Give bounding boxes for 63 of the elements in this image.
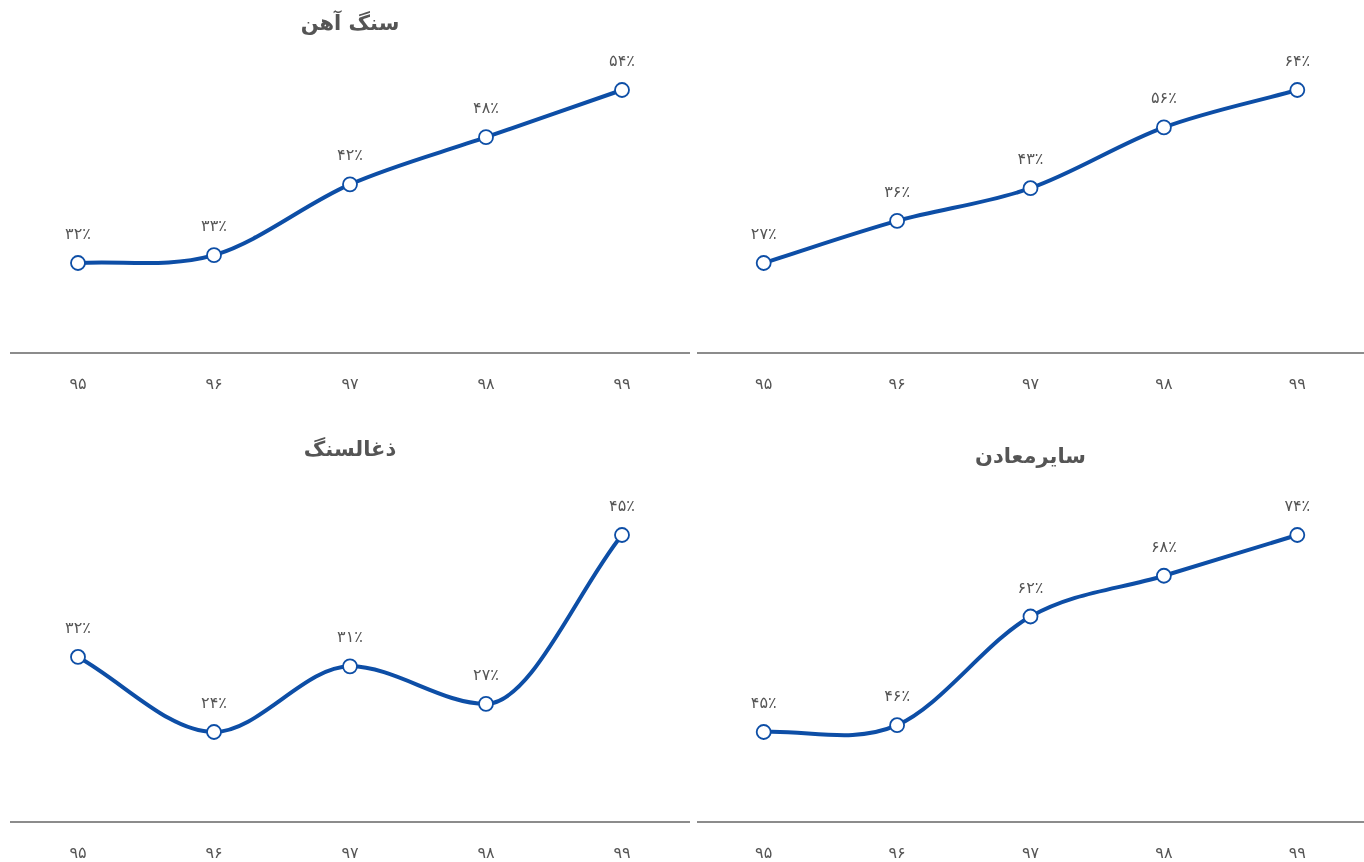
point — [889, 213, 905, 229]
data-label: ۲۴٪ — [201, 693, 227, 712]
data-label: ۴۵٪ — [609, 496, 635, 515]
x-tick-label: ۹۶ — [205, 374, 223, 393]
data-label: ۲۷٪ — [750, 224, 777, 243]
x-tick-label: ۹۶ — [888, 374, 906, 393]
x-tick-label: ۹۶ — [888, 843, 906, 862]
point — [889, 717, 905, 734]
point — [1289, 527, 1306, 543]
x-tick-label: ۹۵ — [69, 374, 87, 393]
point — [1289, 82, 1306, 98]
x-tick-label: ۹۹ — [1288, 843, 1306, 862]
data-label: ۶۲٪ — [1017, 577, 1044, 597]
x-tick-label: ۹۷ — [341, 374, 359, 393]
data-label: ۴۲٪ — [337, 145, 363, 165]
point — [1022, 180, 1039, 197]
data-label: ۳۲٪ — [65, 224, 91, 243]
data-label: ۶۸٪ — [1151, 536, 1177, 556]
x-tick-label: ۹۹ — [613, 374, 631, 393]
data-label: ۵۴٪ — [609, 51, 635, 70]
chart-title: سایرمعادن — [975, 444, 1086, 468]
data-label: ۳۳٪ — [201, 216, 227, 236]
chart-title: ذغالسنگ — [303, 436, 397, 461]
data-label: ۳۱٪ — [337, 627, 363, 647]
data-label: ۴۸٪ — [473, 98, 499, 118]
point — [478, 695, 494, 712]
x-tick-label: ۹۸ — [477, 843, 495, 862]
data-label: ۳۲٪ — [65, 617, 91, 637]
data-label: ۳۶٪ — [884, 181, 910, 201]
x-tick-label: ۹۵ — [69, 843, 87, 862]
point — [755, 724, 772, 740]
x-tick-label: ۹۷ — [341, 843, 359, 862]
point — [70, 649, 86, 665]
point — [206, 247, 222, 264]
x-tick-label: ۹۷ — [1021, 843, 1040, 862]
x-tick-label: ۹۸ — [1155, 843, 1173, 862]
x-tick-label: ۹۵ — [755, 843, 773, 862]
data-label: ۶۴٪ — [1284, 51, 1311, 70]
point — [70, 255, 86, 271]
point — [342, 658, 358, 675]
data-label: ۴۵٪ — [750, 693, 777, 712]
data-label: ۵۶٪ — [1151, 88, 1177, 108]
point — [342, 176, 358, 193]
data-label: ۷۴٪ — [1284, 496, 1311, 515]
x-tick-label: ۹۸ — [1155, 374, 1173, 393]
point — [1156, 119, 1172, 136]
point — [614, 82, 630, 98]
point — [614, 527, 630, 543]
point — [1022, 608, 1039, 625]
x-tick-label: ۹۹ — [613, 843, 631, 862]
data-label: ۴۶٪ — [884, 686, 910, 706]
x-tick-label: ۹۸ — [477, 374, 495, 393]
x-tick-label: ۹۶ — [205, 843, 223, 862]
point — [1156, 567, 1172, 584]
data-label: ۴۳٪ — [1017, 149, 1044, 169]
x-tick-label: ۹۵ — [755, 374, 773, 393]
x-tick-label: ۹۹ — [1288, 374, 1306, 393]
chart-title: سنگ آهن — [300, 10, 400, 35]
data-label: ۲۷٪ — [473, 664, 499, 684]
point — [206, 724, 222, 740]
point — [755, 255, 772, 271]
point — [478, 129, 494, 146]
x-tick-label: ۹۷ — [1021, 374, 1040, 393]
